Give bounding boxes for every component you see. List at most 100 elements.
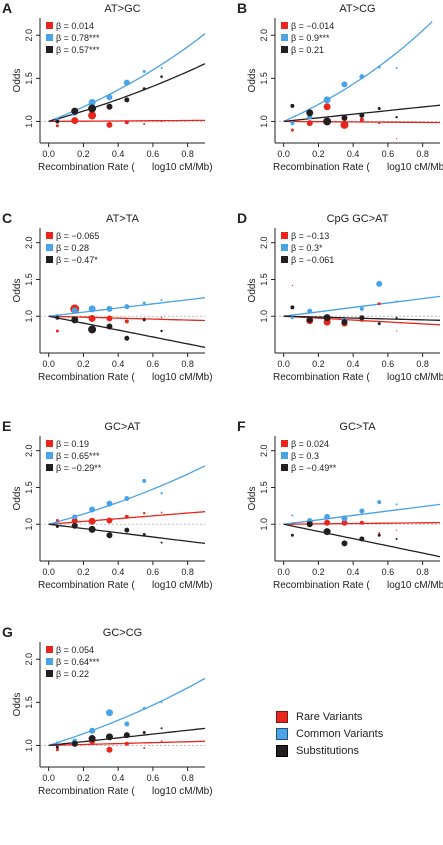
legend-label-rare: Rare Variants xyxy=(296,710,363,723)
x-tick-label: 0.2 xyxy=(312,359,325,369)
fit-line-common xyxy=(48,677,206,747)
panel-e: E GC>AT 1.0 1.5 2.0 0.0 0.2 0.4 0.6 0.8 Odds Recomb… xyxy=(2,418,213,591)
y-tick-label: 1.5 xyxy=(24,481,34,494)
data-point-common xyxy=(395,503,398,506)
data-point-subs xyxy=(55,119,60,124)
data-point-common xyxy=(72,514,78,520)
data-point-subs xyxy=(88,325,97,334)
panel-legend-label: β = −0.065 xyxy=(56,231,99,241)
y-tick-label: 1.5 xyxy=(24,72,34,85)
data-point-subs xyxy=(123,732,130,739)
data-point-common xyxy=(124,721,130,727)
data-point-common xyxy=(341,81,348,88)
data-point-subs xyxy=(71,107,79,115)
data-point-common xyxy=(142,706,146,710)
x-tick-label: 0.6 xyxy=(382,149,395,159)
data-point-subs xyxy=(377,533,381,537)
y-axis-label: Odds xyxy=(12,487,23,511)
panel-legend-label: β = 0.054 xyxy=(56,645,94,655)
panel-legend-label: β = 0.9*** xyxy=(291,33,330,43)
panel-legend-label: β = 0.28 xyxy=(56,243,89,253)
data-point-common xyxy=(307,308,313,314)
x-axis-label: Recombination Rate ( xyxy=(273,162,370,173)
legend-swatch-common xyxy=(46,658,53,665)
data-point-subs xyxy=(290,103,295,108)
data-point-common xyxy=(341,515,348,522)
x-axis-label: Recombination Rate ( xyxy=(38,372,135,383)
data-point-rare xyxy=(395,330,398,332)
y-tick-label: 2.0 xyxy=(24,236,34,249)
x-tick-label: 0.0 xyxy=(42,773,55,783)
legend-swatch-common xyxy=(281,34,288,41)
data-point-subs xyxy=(106,323,113,330)
x-tick-label: 0.6 xyxy=(147,149,160,159)
panel-title: GC>CG xyxy=(103,627,142,639)
data-point-rare xyxy=(395,529,398,531)
data-point-rare xyxy=(323,103,331,111)
data-point-common xyxy=(377,65,381,69)
data-point-subs xyxy=(306,316,313,323)
data-point-common xyxy=(89,727,96,734)
data-point-subs xyxy=(359,536,365,542)
data-point-subs xyxy=(106,103,113,110)
legend-swatch-rare xyxy=(276,710,288,723)
data-point-common xyxy=(324,513,331,520)
data-point-rare xyxy=(88,517,96,525)
x-tick-label: 0.8 xyxy=(181,773,194,783)
x-tick-label: 0.2 xyxy=(77,149,90,159)
y-tick-label: 2.0 xyxy=(259,236,269,249)
data-point-common xyxy=(124,496,130,501)
panel-letter: D xyxy=(237,210,247,226)
x-tick-label: 0.8 xyxy=(416,567,429,577)
x-tick-label: 0.8 xyxy=(181,149,194,159)
y-tick-label: 2.0 xyxy=(24,653,34,666)
y-axis-label: Odds xyxy=(12,693,23,717)
y-axis-label: Odds xyxy=(247,487,258,511)
data-point-subs xyxy=(306,521,313,528)
data-point-rare xyxy=(55,748,59,752)
data-point-rare xyxy=(71,517,78,524)
x-tick-label: 0.4 xyxy=(347,359,360,369)
legend-swatch-common xyxy=(46,244,53,251)
legend-swatch-subs xyxy=(281,46,288,53)
data-point-rare xyxy=(324,519,331,526)
data-point-rare xyxy=(160,511,163,514)
data-point-rare xyxy=(143,123,146,126)
data-point-common xyxy=(89,506,96,513)
y-tick-label: 1.5 xyxy=(259,481,269,494)
y-axis-label: Odds xyxy=(247,69,258,93)
data-point-common xyxy=(359,306,364,311)
data-point-rare xyxy=(378,122,381,125)
x-tick-label: 0.0 xyxy=(277,359,290,369)
data-point-subs xyxy=(124,335,130,341)
data-point-subs xyxy=(160,541,163,544)
data-point-subs xyxy=(395,537,398,540)
y-tick-label: 1.0 xyxy=(24,518,34,531)
data-point-subs xyxy=(341,540,348,547)
data-point-subs xyxy=(395,316,398,319)
panel-letter: A xyxy=(2,0,12,16)
x-tick-label: 0.0 xyxy=(277,567,290,577)
data-point-rare xyxy=(124,514,129,519)
data-point-rare xyxy=(160,740,163,742)
x-axis-unit: log10 cM/Mb) xyxy=(387,162,443,173)
y-axis-label: Odds xyxy=(12,69,23,93)
panel-title: GC>AT xyxy=(104,421,140,433)
legend-label-subs: Substitutions xyxy=(296,744,359,757)
data-point-common xyxy=(123,79,130,86)
y-tick-label: 1.5 xyxy=(259,273,269,286)
data-point-common xyxy=(160,67,163,69)
x-tick-label: 0.8 xyxy=(181,359,194,369)
panel-letter: E xyxy=(2,418,11,434)
data-point-rare xyxy=(306,120,313,127)
legend-swatch-common xyxy=(46,34,53,41)
legend-swatch-rare xyxy=(46,232,53,239)
y-tick-label: 1.5 xyxy=(24,273,34,286)
legend-swatch-subs xyxy=(46,464,53,471)
y-tick-label: 1.5 xyxy=(259,72,269,85)
panel-legend-label: β = −0.061 xyxy=(291,255,334,265)
data-point-subs xyxy=(341,115,348,121)
data-point-rare xyxy=(55,519,59,523)
data-point-rare xyxy=(395,138,398,140)
y-tick-label: 1.0 xyxy=(259,310,269,323)
